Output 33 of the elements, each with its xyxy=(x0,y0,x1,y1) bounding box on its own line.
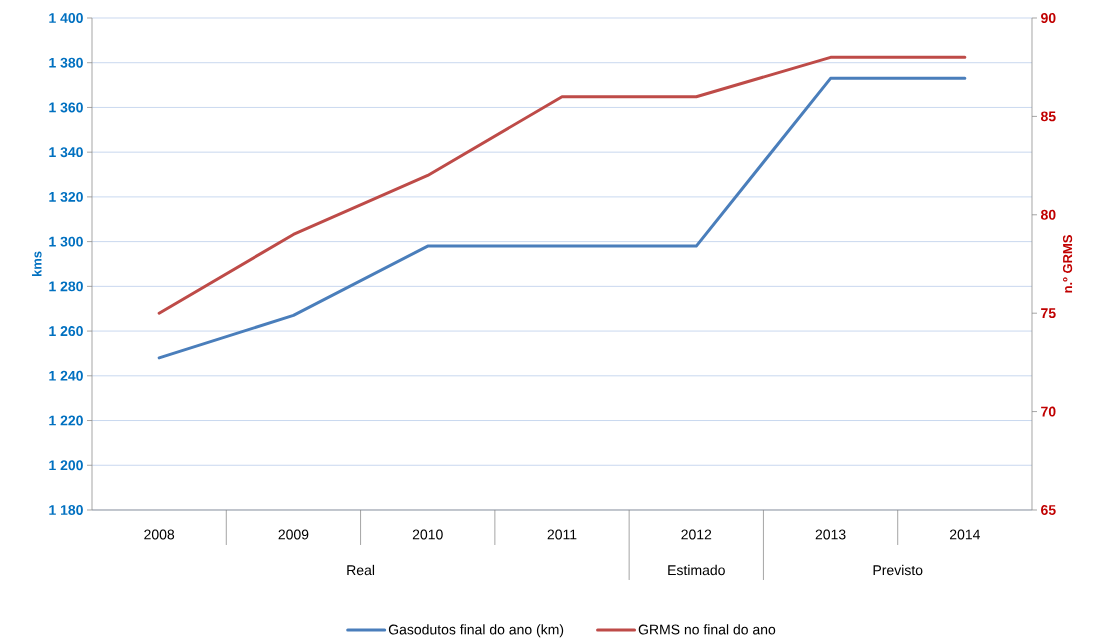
y-tick-label: 1 240 xyxy=(49,370,83,381)
y-tick-label: 1 320 xyxy=(49,191,83,202)
y2-tick-label: 75 xyxy=(1041,308,1056,319)
x-tick-label: 2011 xyxy=(547,529,577,540)
y2-tick-label: 90 xyxy=(1041,13,1056,23)
y2-axis-title: n.º GRMS xyxy=(1062,235,1073,293)
x-tick-label: 2008 xyxy=(144,529,175,540)
x-tick-label: 2010 xyxy=(412,529,443,540)
text: Estimado xyxy=(668,564,725,576)
y-tick-label: 1 360 xyxy=(49,102,83,113)
legend-label: Gasodutos final do ano (km) xyxy=(388,624,564,638)
y-tick-label: 1 380 xyxy=(49,57,83,68)
y-tick-label: 1 300 xyxy=(49,236,83,247)
y-tick-label: 1 260 xyxy=(49,326,83,337)
x-tick-label: 2013 xyxy=(815,529,846,540)
y-tick-label: 1 340 xyxy=(49,147,83,158)
x-tick-label: 2014 xyxy=(949,529,980,540)
text: Real xyxy=(347,564,375,576)
legend-label: GRMS no final do ano xyxy=(638,624,776,635)
line-series xyxy=(157,55,967,315)
y2-tick-label: 85 xyxy=(1040,111,1056,122)
y-axis-title: kms xyxy=(32,251,42,277)
x-tick-label: 2009 xyxy=(278,529,309,540)
y2-tick-label: 80 xyxy=(1040,209,1056,220)
y-tick-label: 1 180 xyxy=(49,505,83,515)
y-tick-label: 1 400 xyxy=(49,13,83,23)
y-tick-label: 1 280 xyxy=(49,281,83,292)
y2-tick-label: 65 xyxy=(1041,505,1056,515)
y2-tick-label: 70 xyxy=(1041,406,1056,417)
x-tick-label: 2012 xyxy=(681,529,712,540)
y-tick-label: 1 220 xyxy=(49,415,83,426)
y-tick-label: 1 200 xyxy=(49,460,83,471)
text: Previsto xyxy=(873,564,923,576)
